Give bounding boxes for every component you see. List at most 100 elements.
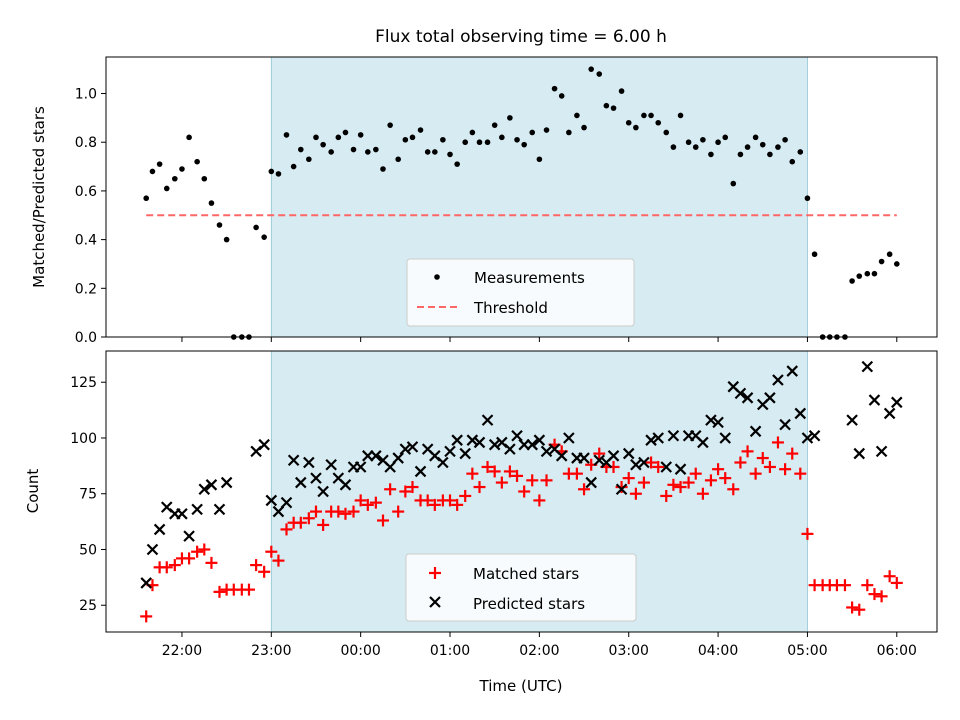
matched-star-point [399, 485, 412, 498]
matched-star-point [459, 489, 472, 502]
predicted-star-point [697, 436, 709, 449]
measurement-point [469, 129, 476, 136]
measurement-point [373, 146, 379, 153]
measurement-point [491, 122, 498, 128]
matched-star-point [473, 481, 486, 494]
predicted-star-point [555, 450, 568, 462]
matched-star-point [466, 467, 479, 480]
count-x-tick-label: 03:00 [609, 643, 649, 659]
measurement-point [625, 119, 632, 126]
matched-star-point [667, 478, 680, 491]
measurement-point [543, 127, 550, 133]
measurement-point [454, 161, 460, 167]
predicted-star-point [153, 523, 166, 536]
matched-star-point [853, 603, 866, 616]
measurement-point [871, 270, 878, 277]
measurement-point [186, 134, 192, 141]
legend-matched-label: Matched stars [473, 565, 579, 583]
predicted-star-point [786, 365, 799, 377]
measurement-point [752, 134, 759, 141]
measurement-point [603, 102, 610, 109]
measurement-point [708, 151, 714, 158]
predicted-star-point [868, 394, 881, 406]
measurement-point [313, 134, 319, 141]
matched-star-point [741, 445, 754, 458]
measurement-point [172, 175, 178, 182]
predicted-star-point [272, 505, 285, 518]
count-x-label: Time (UTC) [479, 677, 563, 695]
matched-star-point [540, 474, 553, 487]
ratio-y-tick-label: 0.4 [75, 233, 97, 249]
predicted-star-point [265, 494, 278, 507]
predicted-star-point [526, 438, 539, 451]
measurement-point [462, 139, 469, 146]
matched-star-point [354, 494, 367, 507]
predicted-star-point [772, 374, 784, 386]
measurement-point [521, 141, 527, 148]
matched-star-point [272, 554, 285, 567]
predicted-star-point [191, 503, 203, 516]
predicted-star-point [183, 530, 195, 542]
predicted-star-point [808, 429, 821, 442]
measurement-point [306, 156, 312, 163]
matched-star-point [421, 494, 434, 507]
measurement-point [387, 122, 393, 128]
measurement-point [417, 127, 424, 133]
matched-star-point [779, 463, 792, 476]
count-x-tick-label: 01:00 [430, 643, 470, 659]
matched-star-point [704, 474, 717, 487]
measurement-point [365, 149, 371, 155]
predicted-star-point [891, 396, 903, 409]
measurement-point [655, 119, 662, 126]
count-x-tick-label: 02:00 [519, 643, 559, 659]
count-y-label: Count [24, 469, 42, 514]
measurement-point [223, 236, 230, 243]
matched-star-point [332, 505, 345, 518]
matched-star-point [280, 523, 293, 536]
matched-star-point [495, 476, 508, 489]
predicted-star-point [749, 425, 762, 438]
count-y-tick-label: 100 [70, 431, 97, 447]
matched-star-point [615, 481, 628, 494]
predicted-star-point [764, 392, 776, 404]
predicted-star-point [861, 360, 874, 373]
measurement-point [804, 195, 811, 202]
ratio-y-tick-label: 0.6 [75, 184, 97, 200]
matched-star-point [578, 483, 591, 496]
measurement-point [759, 141, 766, 148]
matched-star-point [629, 487, 642, 500]
predicted-star-point [540, 445, 553, 458]
matched-star-point [140, 610, 153, 623]
matched-star-point [213, 585, 226, 598]
ratio-legend-box [406, 258, 635, 327]
matched-star-point [682, 476, 695, 489]
matched-star-point [160, 561, 173, 574]
matched-star-point [183, 552, 196, 565]
matched-star-point [719, 472, 732, 485]
predicted-star-point [511, 429, 523, 442]
count-legend-box [405, 553, 637, 622]
matched-star-point [339, 507, 352, 520]
measurement-point [328, 149, 334, 155]
matched-star-point [622, 472, 635, 485]
predicted-star-point [563, 432, 575, 444]
matched-star-point [205, 556, 218, 569]
count-x-tick-label: 05:00 [787, 643, 827, 659]
predicted-star-point [674, 463, 687, 475]
legend-threshold-label: Threshold [473, 299, 548, 317]
matched-star-point [369, 496, 382, 509]
measurement-point [737, 151, 744, 158]
measurement-point [588, 66, 594, 72]
count-x-tick-label: 00:00 [340, 643, 380, 659]
measurement-point [320, 141, 326, 148]
predicted-star-point [339, 479, 352, 491]
matched-star-point [526, 474, 539, 487]
legend-measurements-label: Measurements [474, 269, 585, 287]
measurement-point [194, 158, 200, 165]
predicted-star-point [630, 458, 642, 471]
measurement-point [893, 261, 900, 267]
predicted-star-point [578, 452, 590, 464]
matched-star-point [377, 514, 389, 527]
predicted-star-point [638, 456, 650, 469]
ratio-series [143, 66, 900, 340]
